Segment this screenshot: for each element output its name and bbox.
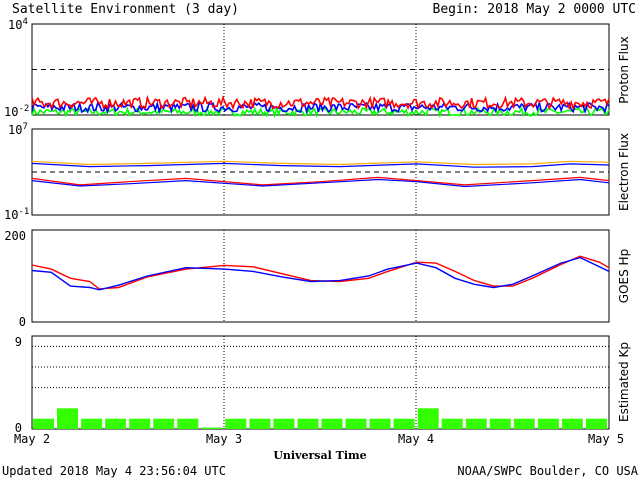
hp-series-red [31, 255, 610, 290]
proton-ytick-bottom: 10-2 [4, 104, 29, 119]
x-axis-label: Universal Time [273, 449, 366, 462]
kp-bar [465, 418, 487, 429]
xtick-may3: May 3 [206, 432, 242, 446]
estimated-kp-label: Estimated Kp [617, 342, 631, 422]
kp-bar [225, 418, 247, 429]
kp-bar [297, 418, 319, 429]
proton-series-green [31, 105, 610, 119]
estimated-kp-bars [32, 345, 609, 429]
kp-bar [441, 418, 463, 429]
source-credit: NOAA/SWPC Boulder, CO USA [457, 464, 638, 478]
electron-ytick-bottom: 10-1 [4, 207, 29, 222]
kp-bar [153, 418, 175, 429]
electron-series-2 [31, 176, 610, 186]
kp-bar [321, 418, 343, 429]
electron-series-1 [31, 162, 610, 168]
chart-title: Satellite Environment (3 day) [12, 2, 239, 17]
xtick-may4: May 4 [398, 432, 434, 446]
hp-ytick-bottom: 0 [19, 315, 26, 329]
kp-bar [537, 418, 559, 429]
kp-bar [33, 418, 54, 429]
hp-series-blue [31, 256, 610, 291]
electron-flux-label: Electron Flux [617, 133, 631, 211]
kp-bar [586, 418, 607, 429]
kp-bar [249, 418, 271, 429]
estimated-kp-panel [31, 335, 610, 430]
goes-hp-label: GOES Hp [617, 249, 631, 303]
xtick-may5: May 5 [588, 432, 624, 446]
kp-bar [513, 418, 535, 429]
kp-bar [345, 418, 367, 429]
proton-flux-label: Proton Flux [617, 36, 631, 103]
electron-series-0 [31, 160, 610, 166]
kp-bar [201, 427, 223, 429]
kp-bar [81, 418, 103, 429]
kp-bar [417, 408, 439, 429]
electron-flux-series [31, 160, 610, 188]
kp-bar [105, 418, 127, 429]
begin-time: Begin: 2018 May 2 0000 UTC [433, 2, 637, 17]
goes-hp-panel [31, 229, 610, 323]
proton-series-red [31, 94, 610, 111]
hp-ytick-top: 200 [4, 229, 26, 243]
electron-ytick-top: 107 [8, 122, 28, 137]
kp-bar [129, 418, 151, 429]
kp-ytick-bottom: 0 [15, 421, 22, 435]
updated-timestamp: Updated 2018 May 4 23:56:04 UTC [2, 464, 226, 478]
kp-bar [57, 408, 78, 429]
xtick-may2: May 2 [14, 432, 50, 446]
day-separators [223, 24, 417, 429]
kp-bar [393, 418, 415, 429]
proton-ytick-top: 104 [8, 17, 28, 32]
proton-flux-series [31, 69, 610, 119]
kp-bar [177, 418, 199, 429]
kp-bar [489, 418, 511, 429]
kp-bar [273, 418, 295, 429]
kp-ytick-top: 9 [15, 335, 22, 349]
electron-series-3 [31, 178, 610, 188]
kp-bar [561, 418, 583, 429]
kp-bar [369, 418, 391, 429]
goes-hp-series [31, 255, 610, 291]
